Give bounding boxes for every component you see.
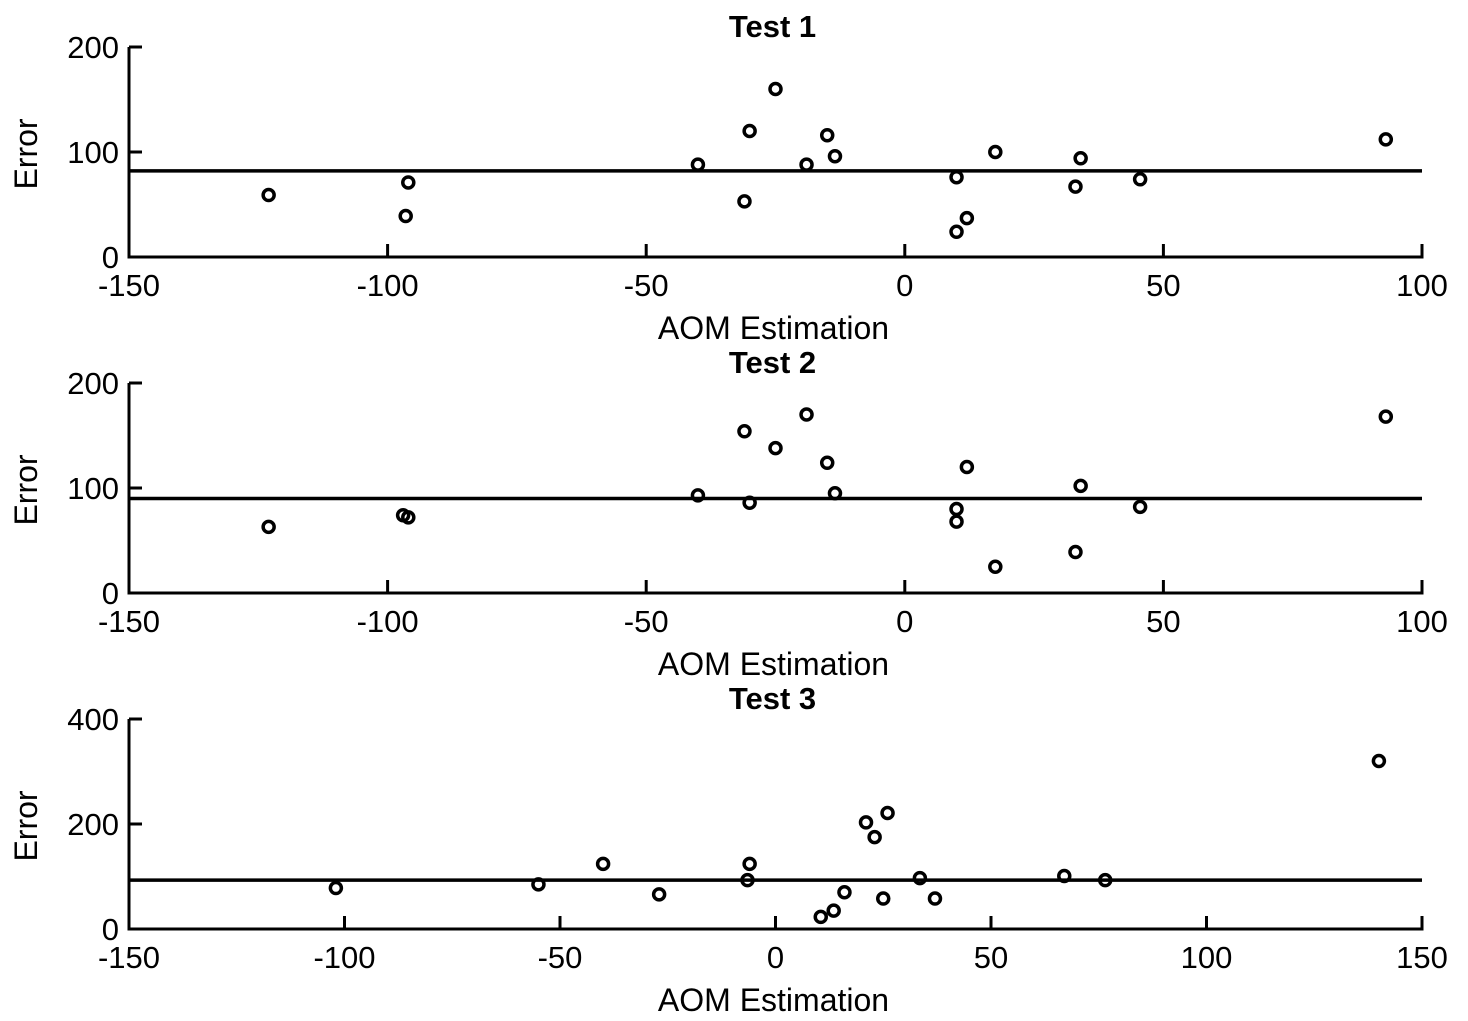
data-point <box>690 488 706 503</box>
data-point <box>742 495 757 510</box>
data-point <box>768 440 783 456</box>
x-tick-label: -50 <box>538 940 583 975</box>
x-tick-label: -100 <box>357 268 419 303</box>
x-tick-label: 50 <box>1146 268 1180 303</box>
data-point <box>880 805 895 821</box>
x-axis-label: AOM Estimation <box>658 982 889 1016</box>
y-tick-label: 100 <box>67 471 119 506</box>
x-tick-label: 100 <box>1396 268 1448 303</box>
data-point <box>1132 499 1148 515</box>
x-tick-label: -100 <box>357 604 419 639</box>
data-point <box>740 872 755 888</box>
data-point <box>813 909 829 925</box>
data-point <box>867 829 882 845</box>
panel-2: Test 2 0 100 200 -150 -100 -50 0 50 100 AOM Estima… <box>8 345 1448 682</box>
x-tick-label: 0 <box>767 940 784 975</box>
y-tick-label: 200 <box>67 807 119 842</box>
chart-title: Test 2 <box>729 345 816 380</box>
data-point <box>328 880 344 896</box>
x-axis-label: AOM Estimation <box>658 646 889 682</box>
data-point <box>837 885 852 900</box>
data-point <box>876 891 891 906</box>
x-tick-label: 0 <box>896 268 913 303</box>
data-point <box>819 127 835 143</box>
data-point <box>261 519 276 535</box>
y-tick-label: 0 <box>102 912 119 947</box>
data-point <box>401 510 416 525</box>
data-point <box>927 891 943 906</box>
data-point <box>737 194 752 209</box>
data-point <box>827 148 843 164</box>
panel-1: Test 1 0 100 200 -150 -100 -50 0 50 100 AOM Estima… <box>8 9 1448 346</box>
data-point <box>531 877 546 892</box>
y-tick-label: 400 <box>67 702 119 737</box>
data-point <box>949 501 964 517</box>
data-point <box>988 559 1003 574</box>
x-tick-label: 100 <box>1181 940 1233 975</box>
data-point <box>1132 172 1148 187</box>
x-tick-label: 150 <box>1396 940 1448 975</box>
data-point <box>742 856 757 872</box>
panel-3: Test 3 0 200 400 -150 -100 -50 0 50 100 150 AOM Est… <box>8 681 1448 1018</box>
data-point <box>1097 872 1113 888</box>
x-tick-label: -150 <box>98 604 160 639</box>
data-point <box>1073 151 1088 166</box>
data-point <box>690 157 706 172</box>
data-point <box>1378 409 1394 424</box>
y-axis-label: Error <box>8 118 44 189</box>
x-tick-label: 0 <box>896 604 913 639</box>
data-point <box>1068 544 1083 560</box>
y-axis-label: Error <box>8 790 44 861</box>
data-point <box>595 856 611 872</box>
data-point <box>1378 132 1394 147</box>
data-point <box>742 123 757 139</box>
data-point <box>1073 478 1088 494</box>
data-point <box>401 175 416 190</box>
data-point <box>826 903 841 918</box>
data-point <box>1057 868 1072 884</box>
x-tick-label: -50 <box>624 604 669 639</box>
x-tick-label: 50 <box>974 940 1008 975</box>
data-point <box>799 407 814 422</box>
data-point <box>651 887 667 902</box>
data-point <box>959 210 975 226</box>
data-point <box>949 514 964 529</box>
chart-title: Test 3 <box>729 681 816 716</box>
y-axis-label: Error <box>8 454 44 525</box>
x-tick-label: -150 <box>98 940 160 975</box>
data-point <box>949 224 964 240</box>
data-point <box>988 144 1003 160</box>
data-point <box>1068 179 1083 194</box>
data-point <box>1371 753 1387 769</box>
x-tick-label: 100 <box>1396 604 1448 639</box>
data-point <box>819 455 835 471</box>
x-tick-label: -50 <box>624 268 669 303</box>
y-tick-label: 200 <box>67 366 119 401</box>
x-axis-label: AOM Estimation <box>658 310 889 346</box>
data-point <box>261 187 276 203</box>
data-point <box>737 424 752 439</box>
data-point <box>959 459 975 475</box>
chart-title: Test 1 <box>729 9 816 44</box>
data-point <box>398 208 413 224</box>
y-tick-label: 0 <box>102 240 119 275</box>
data-point <box>858 815 874 830</box>
data-point <box>949 169 964 185</box>
x-tick-label: -100 <box>313 940 375 975</box>
x-tick-label: -150 <box>98 268 160 303</box>
data-point <box>799 157 814 172</box>
data-point <box>827 486 843 501</box>
data-point <box>768 81 783 97</box>
data-point <box>912 870 928 886</box>
y-tick-label: 100 <box>67 135 119 170</box>
y-tick-label: 200 <box>67 30 119 65</box>
y-tick-label: 0 <box>102 576 119 611</box>
x-tick-label: 50 <box>1146 604 1180 639</box>
